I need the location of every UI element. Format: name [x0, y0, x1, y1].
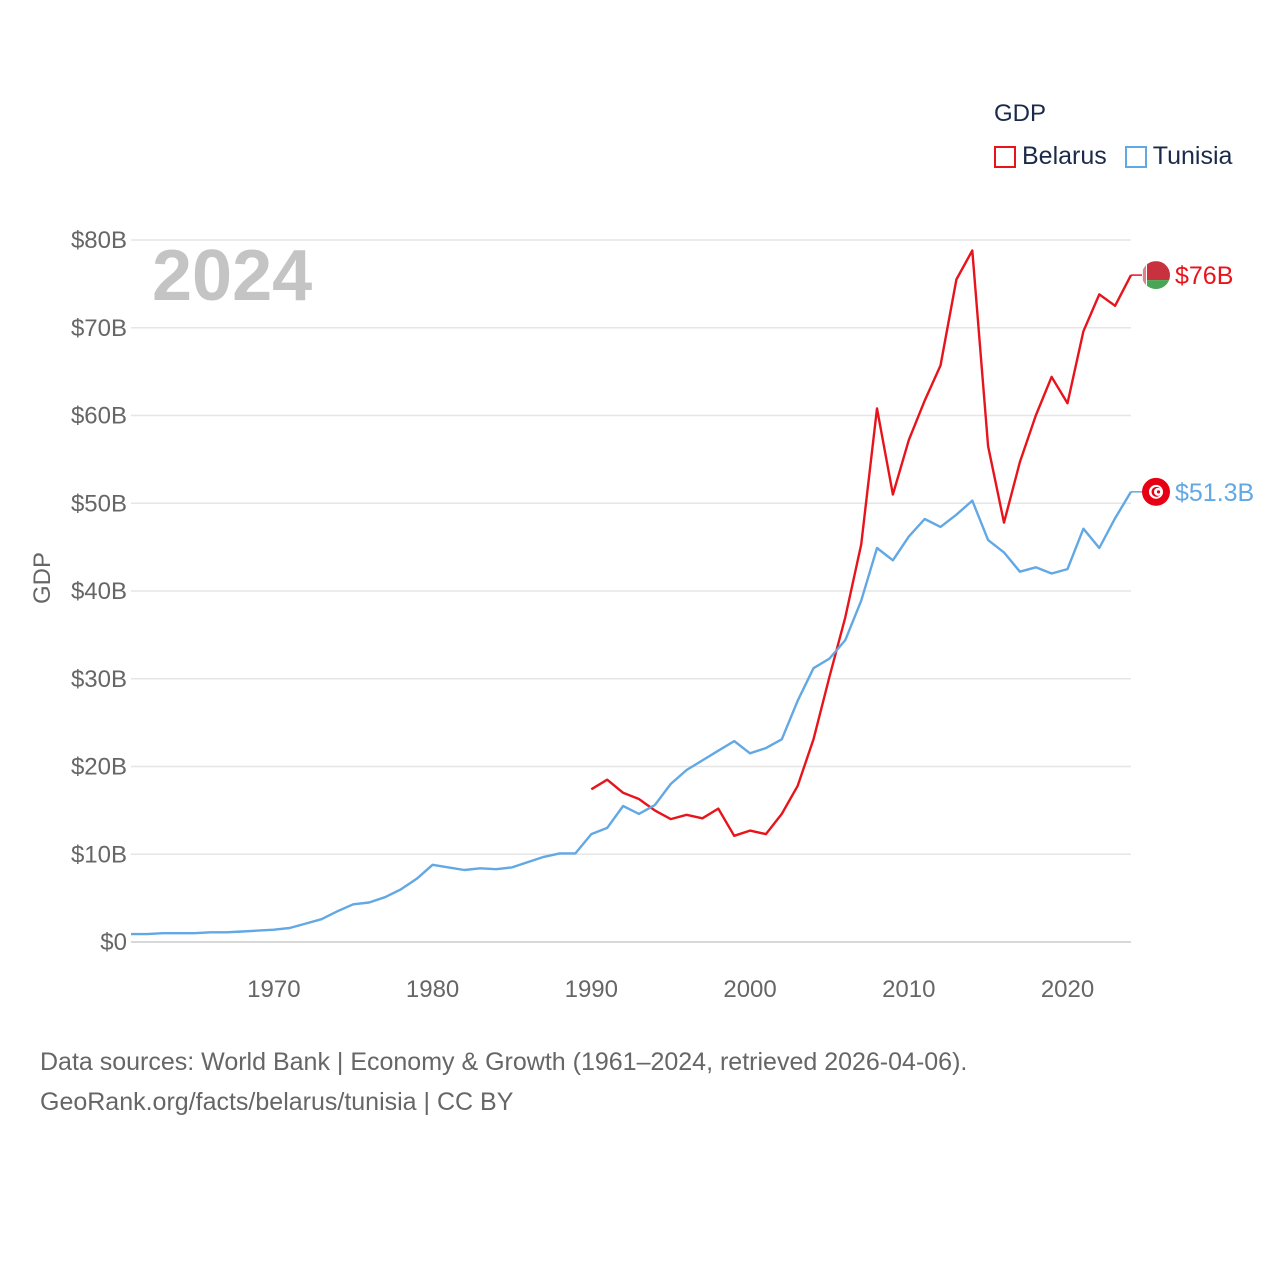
legend-swatch-tunisia	[1124, 145, 1147, 168]
y-axis-label: GDP	[29, 552, 56, 604]
end-value-label-belarus: $76B	[1175, 262, 1233, 290]
x-tick-label: 1990	[565, 976, 618, 1003]
x-tick-label: 1980	[406, 976, 459, 1003]
legend-swatch-belarus	[994, 145, 1016, 168]
belarus-flag-icon	[1142, 261, 1170, 290]
year-watermark: 2024	[152, 236, 312, 316]
y-tick-label: $80B	[71, 227, 127, 254]
x-tick-label: 2020	[1041, 976, 1094, 1003]
tunisia-flag-icon	[1142, 477, 1170, 506]
legend-label-tunisia: Tunisia	[1152, 142, 1233, 170]
x-tick-label: 2010	[882, 976, 935, 1003]
footer-sources: Data sources: World Bank | Economy & Gro…	[40, 1048, 968, 1076]
y-tick-label: $20B	[71, 754, 127, 781]
legend-title: GDP	[994, 100, 1047, 127]
series-lines	[131, 249, 1133, 936]
y-axis-ticks: $0 $10B $20B $30B $40B $50B $60B $70B $80B	[71, 227, 127, 956]
y-tick-label: $70B	[71, 315, 127, 342]
legend: Belarus Tunisia	[994, 142, 1232, 171]
end-value-label-tunisia: $51.3B	[1175, 479, 1254, 507]
y-tick-label: $50B	[71, 490, 127, 517]
legend-label-belarus: Belarus	[1022, 142, 1107, 170]
legend-item-tunisia[interactable]: Tunisia	[1124, 142, 1233, 171]
y-tick-label: $60B	[71, 403, 127, 430]
y-tick-label: $30B	[71, 666, 127, 693]
footer: Data sources: World Bank | Economy & Gro…	[40, 1042, 967, 1122]
gridlines	[131, 239, 1131, 855]
y-tick-label: $10B	[71, 841, 127, 868]
legend-item-belarus[interactable]: Belarus	[994, 142, 1107, 171]
footer-attribution[interactable]: GeoRank.org/facts/belarus/tunisia | CC B…	[40, 1088, 514, 1116]
series-end-markers: $76B $51.3B	[1131, 261, 1254, 507]
x-tick-label: 1970	[247, 976, 300, 1003]
x-axis-ticks: 1970 1980 1990 2000 2010 2020	[247, 976, 1094, 1003]
y-tick-label: $40B	[71, 578, 127, 605]
series-line-belarus[interactable]	[590, 249, 1133, 837]
series-line-tunisia[interactable]	[131, 491, 1133, 936]
y-tick-label: $0	[100, 929, 127, 956]
x-tick-label: 2000	[723, 976, 776, 1003]
